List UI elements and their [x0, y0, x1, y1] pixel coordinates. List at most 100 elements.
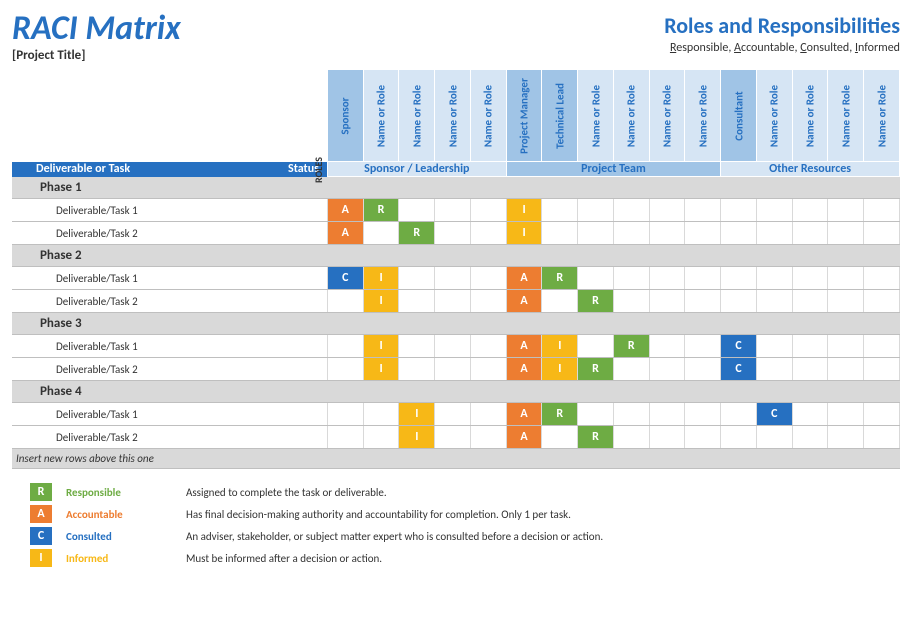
- role-header: Name or Role: [756, 70, 792, 162]
- legend-chip: I: [30, 549, 52, 567]
- raci-cell: [578, 335, 614, 358]
- raci-cell: [435, 358, 471, 381]
- raci-cell: [756, 222, 792, 245]
- raci-cell: I: [506, 199, 542, 222]
- role-header: Consultant: [721, 70, 757, 162]
- raci-cell: [363, 403, 399, 426]
- status-cell: [264, 222, 327, 245]
- raci-cell: [828, 426, 864, 449]
- raci-chip: A: [328, 222, 363, 244]
- task-name-cell: Deliverable/Task 2: [12, 426, 264, 449]
- raci-cell: [756, 426, 792, 449]
- raci-cell: [792, 290, 828, 313]
- raci-chip: I: [507, 199, 542, 221]
- raci-cell: [864, 403, 900, 426]
- role-header-label: Technical Lead: [553, 83, 566, 149]
- raci-cell: [649, 426, 685, 449]
- raci-cell: R: [613, 335, 649, 358]
- raci-cell: [470, 358, 506, 381]
- raci-cell: [542, 290, 578, 313]
- raci-cell: [327, 358, 363, 381]
- raci-cell: [649, 199, 685, 222]
- role-header-label: Project Manager: [518, 78, 531, 154]
- raci-cell: [864, 290, 900, 313]
- raci-chip: I: [364, 290, 399, 312]
- raci-chip: C: [721, 358, 756, 380]
- raci-cell: I: [363, 358, 399, 381]
- raci-cell: [578, 267, 614, 290]
- raci-cell: [613, 199, 649, 222]
- legend-row: IInformedMust be informed after a decisi…: [12, 549, 900, 567]
- role-header-label: Consultant: [732, 91, 745, 140]
- raci-cell: [613, 358, 649, 381]
- role-header: Name or Role: [470, 70, 506, 162]
- raci-cell: [542, 426, 578, 449]
- raci-cell: I: [399, 403, 435, 426]
- role-header: Name or Role: [363, 70, 399, 162]
- raci-cell: [399, 199, 435, 222]
- role-header-label: Name or Role: [768, 84, 781, 146]
- raci-cell: [613, 426, 649, 449]
- raci-cell: R: [363, 199, 399, 222]
- raci-cell: [864, 358, 900, 381]
- raci-cell: [685, 290, 721, 313]
- raci-cell: [828, 199, 864, 222]
- role-header: Name or Role: [435, 70, 471, 162]
- raci-cell: [792, 222, 828, 245]
- legend-chip: C: [30, 527, 52, 545]
- role-header: Sponsor: [327, 70, 363, 162]
- raci-cell: R: [542, 267, 578, 290]
- raci-cell: A: [327, 199, 363, 222]
- project-subtitle: [Project Title]: [12, 48, 181, 63]
- legend-label: Accountable: [66, 508, 186, 521]
- raci-cell: [399, 358, 435, 381]
- col-group-header: Sponsor / Leadership: [327, 162, 506, 177]
- raci-cell: [470, 199, 506, 222]
- status-cell: [264, 426, 327, 449]
- raci-cell: [756, 358, 792, 381]
- raci-cell: A: [506, 290, 542, 313]
- raci-cell: [613, 267, 649, 290]
- raci-cell: R: [578, 290, 614, 313]
- role-header-label: Name or Role: [839, 84, 852, 146]
- col-header-deliverable: Deliverable or Task: [12, 162, 264, 177]
- raci-cell: C: [756, 403, 792, 426]
- raci-cell: [792, 199, 828, 222]
- raci-cell: [864, 335, 900, 358]
- task-name-cell: Deliverable/Task 1: [12, 335, 264, 358]
- raci-cell: [828, 403, 864, 426]
- raci-cell: [363, 222, 399, 245]
- page-title: RACI Matrix: [12, 12, 181, 46]
- raci-cell: R: [578, 426, 614, 449]
- raci-cell: I: [363, 267, 399, 290]
- role-header-label: Name or Role: [804, 84, 817, 146]
- raci-cell: [470, 426, 506, 449]
- raci-cell: [470, 222, 506, 245]
- raci-chip: R: [578, 426, 613, 448]
- role-header: Name or Role: [685, 70, 721, 162]
- raci-cell: [828, 222, 864, 245]
- legend: RResponsibleAssigned to complete the tas…: [12, 483, 900, 567]
- raci-cell: [578, 199, 614, 222]
- role-header-label: Name or Role: [375, 84, 388, 146]
- raci-cell: C: [721, 358, 757, 381]
- raci-chip: I: [399, 403, 434, 425]
- raci-chip: R: [542, 267, 577, 289]
- raci-cell: [792, 335, 828, 358]
- roles-label: ROLES: [312, 157, 325, 183]
- raci-cell: A: [327, 222, 363, 245]
- role-header-label: Name or Role: [410, 84, 423, 146]
- raci-cell: [470, 290, 506, 313]
- raci-cell: [649, 290, 685, 313]
- raci-cell: [435, 199, 471, 222]
- role-header: Name or Role: [578, 70, 614, 162]
- task-name-cell: Deliverable/Task 1: [12, 403, 264, 426]
- raci-chip: A: [507, 426, 542, 448]
- role-header: Name or Role: [613, 70, 649, 162]
- legend-row: CConsultedAn adviser, stakeholder, or su…: [12, 527, 900, 545]
- raci-cell: [756, 267, 792, 290]
- raci-chip: I: [542, 358, 577, 380]
- raci-cell: [613, 403, 649, 426]
- task-name-cell: Deliverable/Task 1: [12, 267, 264, 290]
- raci-cell: C: [721, 335, 757, 358]
